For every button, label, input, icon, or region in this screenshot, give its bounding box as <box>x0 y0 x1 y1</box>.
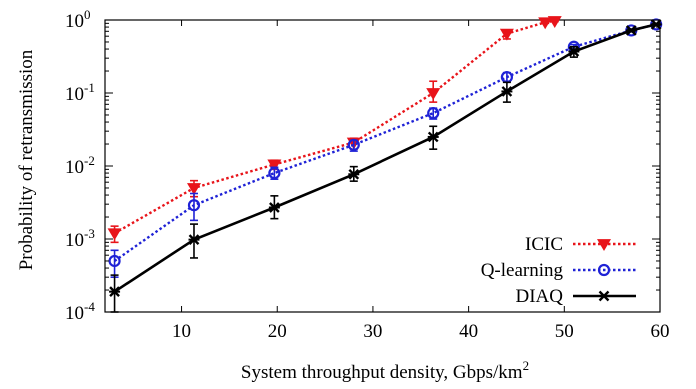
data-point <box>348 168 360 180</box>
series-line-diaq <box>113 23 657 293</box>
data-point <box>108 254 121 268</box>
y-tick-label: 10-1 <box>65 80 95 105</box>
data-point <box>267 159 282 172</box>
series-diaq <box>109 19 662 313</box>
y-tick-label: 10-3 <box>65 226 95 251</box>
data-point <box>427 107 440 120</box>
x-tick-label: 50 <box>555 321 574 342</box>
y-tick-label: 10-2 <box>65 153 95 178</box>
plot-frame <box>104 19 661 313</box>
series-icic <box>107 16 562 244</box>
data-point <box>426 88 441 100</box>
plot-area <box>104 19 661 313</box>
data-point <box>268 202 280 213</box>
data-point <box>188 234 200 245</box>
data-point <box>625 25 637 36</box>
y-axis-label: Probability of retransmission <box>16 49 37 270</box>
legend-label-icic: ICIC <box>525 234 563 255</box>
data-point <box>547 16 562 28</box>
data-point <box>186 183 201 195</box>
legend-label-diaq: DIAQ <box>516 286 564 307</box>
data-point <box>347 138 360 151</box>
data-point <box>427 131 439 143</box>
legend: ICIC Q-learning DIAQ <box>481 234 636 307</box>
x-tick-label: 40 <box>459 321 478 342</box>
legend-marker-diaq <box>598 290 610 302</box>
legend-marker-icic <box>597 239 611 251</box>
data-point <box>268 166 281 180</box>
x-tick-label: 20 <box>268 321 287 342</box>
data-point <box>499 28 514 41</box>
data-point <box>109 286 121 297</box>
legend-marker-q-learning <box>597 263 611 277</box>
legend-label-q-learning: Q-learning <box>481 260 564 281</box>
data-point <box>107 228 122 241</box>
data-point <box>501 86 513 97</box>
x-tick-label: 30 <box>363 321 382 342</box>
x-tick-label: 60 <box>651 321 670 342</box>
data-point <box>538 17 553 30</box>
y-tick-label: 100 <box>65 7 91 32</box>
x-tick-label: 10 <box>172 321 191 342</box>
y-tick-label: 10-4 <box>65 299 95 324</box>
data-point <box>187 199 201 212</box>
axis-ticks: 10 20 30 40 50 60 10-4 10-3 10-2 10-1 100 <box>65 7 670 342</box>
series-layer <box>107 16 663 313</box>
data-point <box>568 46 580 57</box>
series-line-icic <box>113 19 555 235</box>
x-axis-label: System throughput density, Gbps/km2 <box>241 358 529 383</box>
series-line-q-learning <box>113 23 657 262</box>
